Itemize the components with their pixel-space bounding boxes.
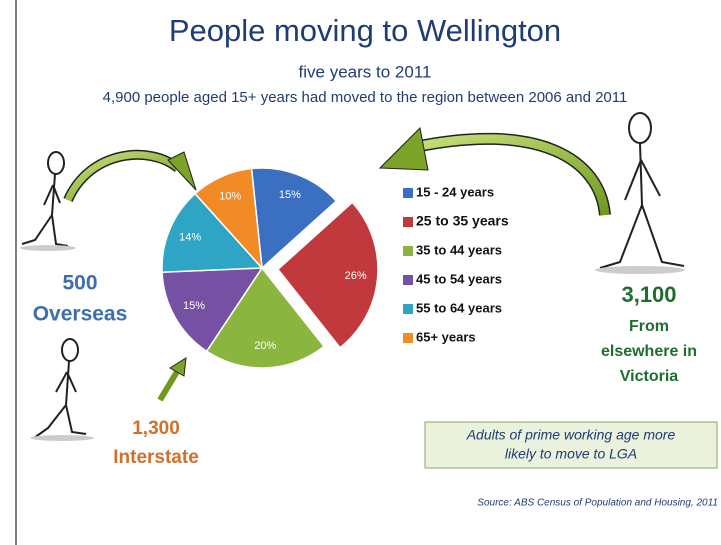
page: {"chart_data": {"type": "pie", "title": … — [0, 0, 721, 545]
legend: 15 - 24 years 25 to 35 years 35 to 44 year… — [403, 184, 509, 344]
arrow-overseas — [68, 152, 196, 200]
arrow-victoria — [380, 128, 605, 215]
overseas-count: 500 — [62, 272, 97, 295]
title: People moving to Wellington — [169, 13, 561, 48]
interstate-count: 1,300 — [132, 418, 180, 439]
legend-label: 35 to 44 years — [416, 242, 502, 257]
slice-label: 10% — [219, 191, 241, 203]
shadow — [30, 435, 94, 441]
legend-label: 45 to 54 years — [416, 271, 502, 286]
description: 4,900 people aged 15+ years had moved to… — [103, 89, 628, 106]
note: likely to move to LGA — [505, 446, 637, 462]
shadow — [20, 245, 76, 251]
legend-swatch — [403, 217, 413, 227]
slice-label: 26% — [345, 270, 367, 282]
legend-swatch — [403, 188, 413, 198]
overseas-label: Overseas — [33, 303, 128, 326]
victoria-label: Victoria — [620, 368, 679, 385]
slice-label: 20% — [254, 340, 276, 352]
victoria-label: From — [629, 318, 669, 335]
interstate-label: Interstate — [113, 447, 199, 468]
pie: 15% 26% 20% 15% 14% 10% — [162, 168, 378, 368]
arrow-interstate — [160, 358, 186, 400]
subtitle: five years to 2011 — [299, 62, 432, 81]
legend-swatch — [403, 333, 413, 343]
victoria-count: 3,100 — [621, 282, 676, 307]
note: Adults of prime working age more — [466, 427, 676, 443]
legend-label: 65+ years — [416, 329, 476, 344]
figure-overseas — [22, 152, 68, 246]
source: Source: ABS Census of Population and Hou… — [477, 498, 718, 509]
shadow — [595, 266, 685, 274]
legend-label: 15 - 24 years — [416, 184, 494, 199]
infographic: People moving to Wellington five years t… — [0, 0, 721, 545]
slice-label: 14% — [179, 232, 201, 244]
slice-label: 15% — [279, 189, 301, 201]
legend-swatch — [403, 246, 413, 256]
figure-interstate — [34, 339, 86, 438]
slice-label: 15% — [183, 300, 205, 312]
legend-swatch — [403, 275, 413, 285]
figure-victoria — [600, 113, 684, 268]
legend-swatch — [403, 304, 413, 314]
legend-label: 25 to 35 years — [416, 213, 509, 229]
legend-label: 55 to 64 years — [416, 300, 502, 315]
victoria-label: elsewhere in — [601, 343, 697, 360]
